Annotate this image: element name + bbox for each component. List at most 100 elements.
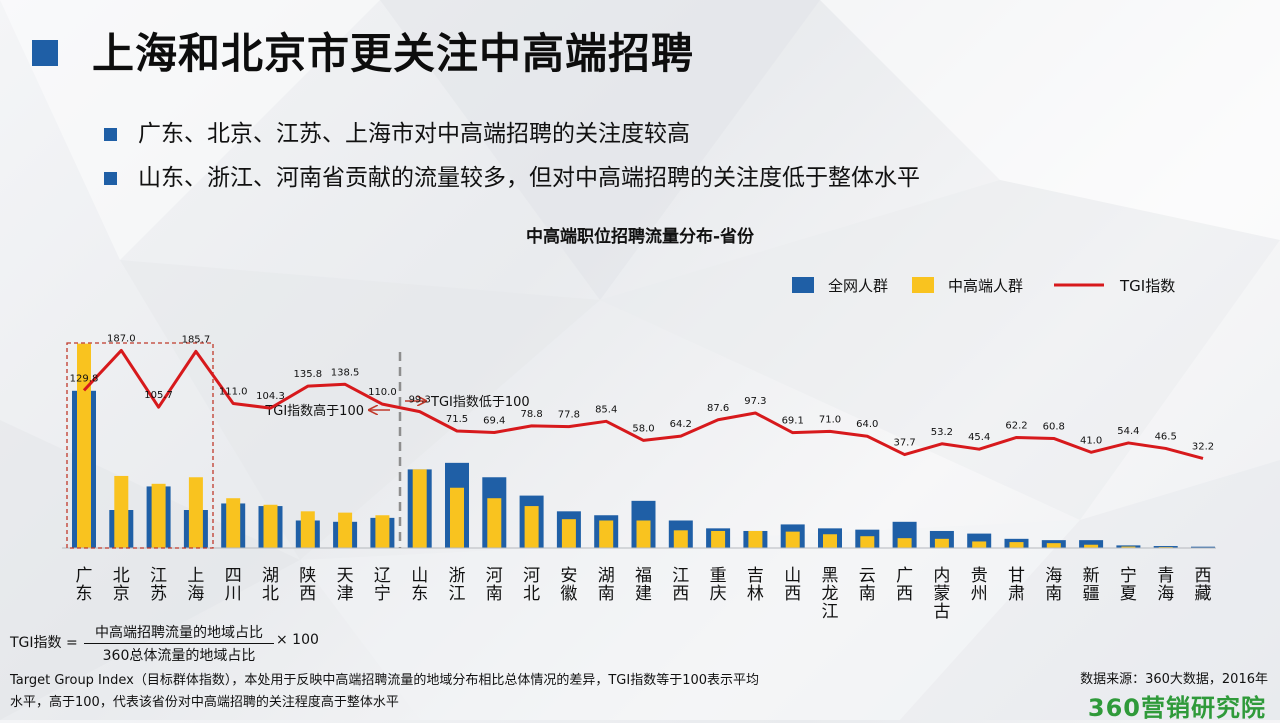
x-tick-label: 河南: [486, 566, 503, 604]
x-tick-label: 广西: [896, 566, 913, 604]
bar-high-end: [413, 469, 427, 548]
tgi-data-label: 85.4: [595, 404, 617, 415]
tgi-data-label: 41.0: [1080, 435, 1102, 446]
x-tick-label: 青海: [1157, 566, 1174, 604]
tgi-data-label: 71.5: [446, 414, 468, 425]
bar-high-end: [301, 511, 315, 548]
legend-swatch: [912, 277, 934, 293]
divider-label-left: TGI指数高于100: [264, 403, 364, 419]
bar-high-end: [1047, 543, 1061, 548]
formula-rhs: × 100: [276, 632, 319, 648]
x-labels-layer: 广东北京江苏上海四川湖北陕西天津辽宁山东浙江河南河北安徽湖南福建江西重庆吉林山西…: [76, 566, 1212, 622]
bar-high-end: [786, 532, 800, 548]
tgi-data-label: 71.0: [819, 414, 841, 425]
x-tick-label: 江苏: [150, 566, 167, 604]
x-tick-label: 海南: [1045, 566, 1062, 604]
legend-label: TGI指数: [1119, 277, 1175, 295]
x-tick-label: 天津: [337, 566, 354, 604]
tgi-data-label: 58.0: [632, 423, 654, 434]
tgi-data-label: 105.7: [144, 390, 173, 401]
tgi-data-label: 97.3: [744, 396, 766, 407]
logo: 360营销研究院: [1088, 688, 1266, 723]
x-tick-label: 山西: [784, 566, 801, 604]
tgi-data-label: 110.0: [368, 387, 397, 398]
tgi-data-label: 53.2: [931, 427, 953, 438]
formula-numerator: 中高端招聘流量的地域占比: [84, 622, 274, 644]
x-tick-label: 浙江: [449, 566, 466, 604]
formula-fraction: 中高端招聘流量的地域占比 360总体流量的地域占比: [84, 622, 274, 665]
tgi-data-label: 60.8: [1043, 421, 1065, 432]
tgi-data-label: 32.2: [1192, 441, 1214, 452]
formula-lhs: TGI指数 =: [10, 632, 78, 652]
bar-high-end: [189, 477, 203, 548]
x-tick-label: 西藏: [1195, 566, 1212, 604]
tgi-data-label: 62.2: [1005, 420, 1027, 431]
tgi-data-label: 87.6: [707, 403, 729, 414]
bar-high-end: [338, 513, 352, 548]
x-tick-label: 上海: [187, 566, 204, 604]
tgi-data-label: 129.8: [70, 373, 99, 384]
x-tick-label: 黑龙江: [822, 566, 839, 622]
x-tick-label: 吉林: [747, 566, 764, 604]
x-tick-label: 辽宁: [374, 566, 391, 604]
tgi-data-label: 54.4: [1117, 426, 1139, 437]
x-tick-label: 贵州: [971, 566, 988, 604]
x-tick-label: 福建: [635, 566, 652, 604]
x-tick-label: 四川: [225, 566, 242, 604]
tgi-data-label: 69.1: [782, 416, 804, 427]
x-tick-label: 安徽: [560, 566, 577, 604]
bar-high-end: [898, 538, 912, 548]
tgi-data-label: 111.0: [219, 386, 248, 397]
tgi-data-label: 78.8: [520, 409, 542, 420]
x-tick-label: 甘肃: [1008, 566, 1025, 604]
tgi-data-label: 135.8: [293, 369, 322, 380]
tgi-data-label: 64.0: [856, 419, 878, 430]
tgi-data-label: 46.5: [1155, 431, 1177, 442]
legend-item: 全网人群: [792, 277, 888, 295]
tgi-data-label: 99.3: [409, 395, 431, 406]
bar-high-end: [823, 534, 837, 548]
x-tick-label: 陕西: [299, 566, 316, 604]
bars-layer: [72, 344, 1215, 548]
bar-high-end: [860, 536, 874, 548]
formula-denominator: 360总体流量的地域占比: [84, 644, 274, 665]
bar-high-end: [1010, 542, 1024, 548]
bar-high-end: [114, 476, 128, 548]
x-tick-label: 湖南: [598, 566, 615, 604]
x-tick-label: 内蒙古: [933, 566, 950, 622]
bar-high-end: [935, 539, 949, 548]
footnote-line: 水平，高于100，代表该省份对中高端招聘的关注程度高于整体水平: [10, 692, 890, 714]
tgi-data-label: 77.8: [558, 410, 580, 421]
legend: 全网人群 中高端人群 TGI指数: [792, 277, 1175, 295]
tgi-data-label: 37.7: [893, 438, 915, 449]
x-tick-label: 云南: [859, 566, 876, 604]
tgi-data-label: 45.4: [968, 432, 990, 443]
x-tick-label: 山东: [411, 566, 428, 604]
bar-high-end: [264, 505, 278, 548]
bar-high-end: [226, 498, 240, 548]
tgi-data-label: 104.3: [256, 391, 285, 402]
divider-label-right: TGI指数低于100: [430, 395, 530, 410]
x-tick-label: 重庆: [710, 566, 727, 604]
bar-high-end: [674, 530, 688, 548]
x-tick-label: 宁夏: [1120, 566, 1137, 604]
data-source: 数据来源：360大数据，2016年: [1080, 668, 1268, 687]
tgi-data-label: 69.4: [483, 415, 505, 426]
bar-high-end: [487, 498, 501, 548]
tgi-data-label: 185.7: [182, 334, 211, 345]
bar-high-end: [450, 488, 464, 548]
bar-high-end: [711, 531, 725, 548]
bar-high-end: [599, 520, 613, 548]
legend-item: TGI指数: [1054, 277, 1175, 295]
x-tick-label: 北京: [113, 566, 130, 604]
legend-label: 全网人群: [828, 277, 888, 295]
legend-label: 中高端人群: [948, 277, 1023, 295]
bar-high-end: [375, 515, 389, 548]
legend-item: 中高端人群: [912, 277, 1023, 295]
x-tick-label: 新疆: [1083, 566, 1100, 604]
tgi-data-label: 138.5: [331, 367, 360, 378]
bar-high-end: [562, 519, 576, 548]
legend-swatch: [792, 277, 814, 293]
